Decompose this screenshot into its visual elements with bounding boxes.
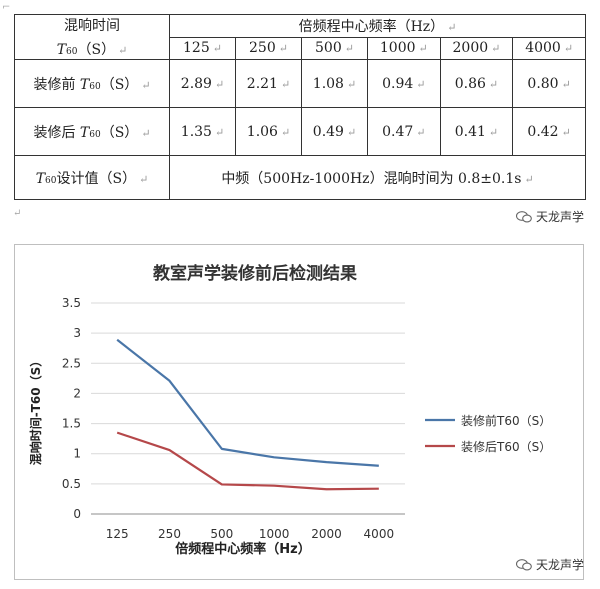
design-value: 中频（500Hz-1000Hz）混响时间为 0.8±0.1s ↵ (169, 155, 586, 200)
value-cell: 2.89 ↵ (169, 59, 236, 108)
value-cell: 0.47 ↵ (367, 107, 441, 156)
header-unit: （S） (77, 42, 116, 58)
x-axis-label: 倍频程中心频率（Hz） (175, 541, 310, 557)
value-cell: 0.42 ↵ (512, 107, 586, 156)
freq-cell: 4000 ↵ (512, 36, 586, 60)
y-axis-label: 混响时间-T60（S） (28, 355, 43, 466)
line-chart: 教室声学装修前后检测结果 00.511.522.533.5 125 250 500 1… (28, 263, 551, 557)
row-label: 装修后 T60（S） ↵ (14, 107, 170, 156)
grid-lines (91, 302, 405, 515)
y-tick-label: 3.5 (62, 296, 81, 310)
legend-entry: 装修前T60（S） (461, 413, 551, 428)
y-tick-label: 2 (73, 386, 81, 400)
legend: 装修前T60（S） 装修后T60（S） (425, 413, 551, 454)
y-tick-label: 3 (73, 326, 81, 340)
watermark-bottom: 天龙声学 (515, 556, 584, 573)
value-cell: 0.49 ↵ (301, 107, 368, 156)
freq-row: 125 ↵ 250 ↵ 500 ↵ 1000 ↵ 2000 ↵ 4000 ↵ (15, 36, 586, 60)
reverb-table: 混响时间 T60（S） ↵ 倍频程中心频率（Hz） ↵ 125 ↵ 250 ↵ 500 ↵… (14, 14, 586, 200)
series-line (116, 338, 379, 467)
doc-corner-mark: ⌐ (2, 2, 11, 13)
y-tick-label: 1 (73, 447, 81, 461)
x-tick-label: 1000 (259, 527, 290, 541)
x-tick-label: 500 (210, 527, 233, 541)
header-cell: 混响时间 T60（S） ↵ (14, 14, 170, 60)
x-tick-label: 250 (158, 527, 181, 541)
row-label: 装修前 T60（S） ↵ (14, 59, 170, 108)
y-tick-label: 0.5 (62, 477, 81, 491)
value-cell: 0.86 ↵ (439, 59, 514, 108)
header-label: 混响时间 (64, 18, 120, 34)
value-cell: 1.06 ↵ (235, 107, 302, 156)
value-cell: 2.21 ↵ (235, 59, 302, 108)
y-tick-label: 2.5 (62, 356, 81, 370)
legend-entry: 装修后T60（S） (461, 439, 551, 454)
paragraph-mark: ↵ (13, 208, 22, 219)
t60-symbol: T60 (56, 42, 78, 58)
watermark-top: 天龙声学 (515, 208, 584, 225)
design-label: T60设计值（S） ↵ (14, 155, 170, 200)
series-line (116, 431, 379, 491)
y-tick-label: 1.5 (62, 417, 81, 431)
wechat-icon (515, 210, 532, 222)
value-cell: 0.41 ↵ (439, 107, 514, 156)
wechat-icon (515, 558, 532, 570)
value-cell: 1.08 ↵ (301, 59, 368, 108)
x-tick-label: 125 (106, 527, 129, 541)
freq-header: 倍频程中心频率（Hz） ↵ (169, 14, 586, 38)
freq-cell: 250 ↵ (235, 36, 302, 60)
value-cell: 1.35 ↵ (169, 107, 236, 156)
x-tick-labels: 125 250 500 1000 2000 4000 (106, 527, 394, 541)
freq-cell: 2000 ↵ (439, 36, 514, 60)
freq-cell: 1000 ↵ (367, 36, 441, 60)
value-cell: 0.80 ↵ (512, 59, 586, 108)
value-cell: 0.94 ↵ (367, 59, 441, 108)
freq-cell: 125 ↵ (169, 36, 236, 60)
chart-title: 教室声学装修前后检测结果 (152, 263, 357, 284)
x-tick-label: 2000 (311, 527, 342, 541)
y-tick-labels: 0 0.5 1 1.5 2 2.5 3 3.5 (62, 296, 81, 521)
freq-cell: 500 ↵ (301, 36, 368, 60)
row-after: 装修后 T60（S） ↵ 1.35 ↵ 1.06 ↵ 0.49 ↵ 0.47 ↵ 0.41… (14, 107, 586, 156)
chart-panel: 教室声学装修前后检测结果 0 0.5 1 1.5 2 2.5 3 3.5 125 250 500 1… (14, 244, 584, 580)
row-before: 装修前 T60（S） ↵ 2.89 ↵ 2.21 ↵ 1.08 ↵ 0.94 ↵ 0.86… (14, 59, 586, 108)
row-design: T60设计值（S） ↵ 中频（500Hz-1000Hz）混响时间为 0.8±0.1… (14, 155, 586, 200)
y-tick-label: 0 (73, 507, 81, 521)
x-tick-label: 4000 (364, 527, 395, 541)
series-lines (116, 338, 379, 491)
